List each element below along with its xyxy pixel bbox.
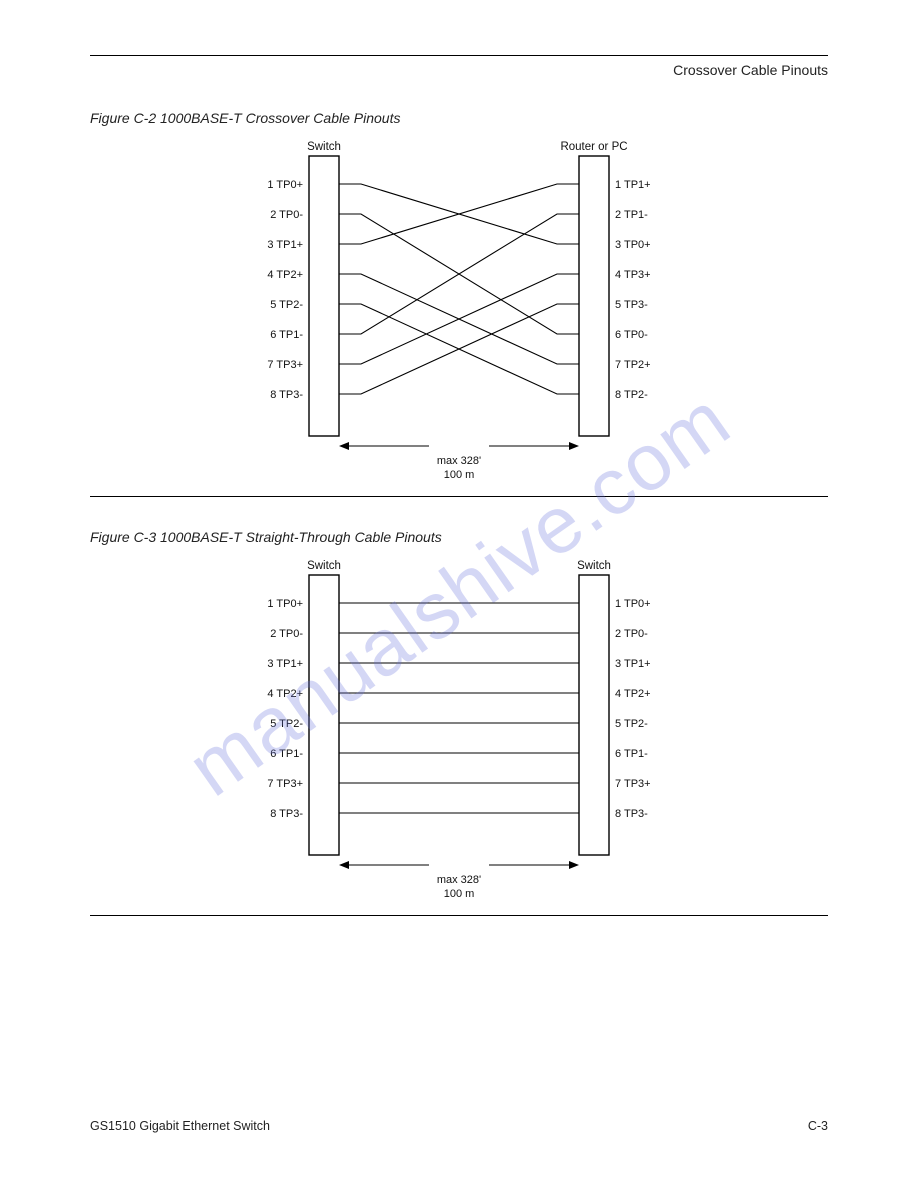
svg-text:2 TP0-: 2 TP0-: [270, 209, 303, 221]
diagram-2: Switch Switch 1 TP0+ 2 TP0- 3 TP1+ 4 TP2+ 5 TP…: [90, 545, 828, 915]
figure-title-1: Figure C-2 1000BASE-T Crossover Cable Pi…: [90, 110, 828, 126]
svg-text:5 TP2-: 5 TP2-: [270, 299, 303, 311]
svg-text:Switch: Switch: [307, 141, 341, 153]
svg-text:4 TP2+: 4 TP2+: [267, 688, 303, 700]
svg-text:6 TP1-: 6 TP1-: [270, 329, 303, 341]
svg-text:8 TP3-: 8 TP3-: [615, 808, 648, 820]
svg-text:5 TP2-: 5 TP2-: [615, 718, 648, 730]
svg-text:3 TP1+: 3 TP1+: [267, 239, 303, 251]
svg-text:4 TP2+: 4 TP2+: [267, 269, 303, 281]
svg-text:8 TP2-: 8 TP2-: [615, 389, 648, 401]
diagram-1: Switch Router or PC 1 TP0+ 2 TP0- 3 TP1+ 4 TP…: [90, 126, 828, 496]
header-rule: [90, 55, 828, 56]
svg-text:Router or PC: Router or PC: [560, 141, 627, 153]
footer-right: C-3: [808, 1119, 828, 1133]
svg-text:7 TP2+: 7 TP2+: [615, 359, 651, 371]
svg-text:Switch: Switch: [307, 560, 341, 572]
svg-text:100 m: 100 m: [444, 469, 475, 481]
svg-text:1 TP0+: 1 TP0+: [615, 598, 651, 610]
svg-text:6 TP0-: 6 TP0-: [615, 329, 648, 341]
svg-text:4 TP2+: 4 TP2+: [615, 688, 651, 700]
page-content: Crossover Cable Pinouts Figure C-2 1000B…: [90, 55, 828, 916]
svg-text:3 TP1+: 3 TP1+: [267, 658, 303, 670]
figure-title-2: Figure C-3 1000BASE-T Straight-Through C…: [90, 529, 828, 545]
svg-text:2 TP1-: 2 TP1-: [615, 209, 648, 221]
separator-1: [90, 496, 828, 497]
svg-text:8 TP3-: 8 TP3-: [270, 389, 303, 401]
svg-text:8 TP3-: 8 TP3-: [270, 808, 303, 820]
svg-text:2 TP0-: 2 TP0-: [615, 628, 648, 640]
svg-text:5 TP3-: 5 TP3-: [615, 299, 648, 311]
footer-left: GS1510 Gigabit Ethernet Switch: [90, 1119, 270, 1133]
svg-text:7 TP3+: 7 TP3+: [615, 778, 651, 790]
svg-text:1 TP0+: 1 TP0+: [267, 179, 303, 191]
header-right: Crossover Cable Pinouts: [90, 62, 828, 78]
svg-text:4 TP3+: 4 TP3+: [615, 269, 651, 281]
svg-text:7 TP3+: 7 TP3+: [267, 359, 303, 371]
svg-text:3 TP0+: 3 TP0+: [615, 239, 651, 251]
svg-text:max 328': max 328': [437, 455, 481, 467]
svg-text:6 TP1-: 6 TP1-: [615, 748, 648, 760]
svg-text:6 TP1-: 6 TP1-: [270, 748, 303, 760]
svg-text:7 TP3+: 7 TP3+: [267, 778, 303, 790]
svg-text:5 TP2-: 5 TP2-: [270, 718, 303, 730]
svg-text:Switch: Switch: [577, 560, 611, 572]
svg-text:1 TP1+: 1 TP1+: [615, 179, 651, 191]
svg-text:3 TP1+: 3 TP1+: [615, 658, 651, 670]
separator-2: [90, 915, 828, 916]
svg-text:2 TP0-: 2 TP0-: [270, 628, 303, 640]
crossover-svg: Switch Router or PC 1 TP0+ 2 TP0- 3 TP1+ 4 TP…: [90, 126, 828, 496]
svg-text:100 m: 100 m: [444, 888, 475, 900]
svg-text:1 TP0+: 1 TP0+: [267, 598, 303, 610]
footer: GS1510 Gigabit Ethernet Switch C-3: [90, 1119, 828, 1133]
svg-text:max 328': max 328': [437, 874, 481, 886]
straight-svg: Switch Switch 1 TP0+ 2 TP0- 3 TP1+ 4 TP2+ 5 TP…: [90, 545, 828, 915]
